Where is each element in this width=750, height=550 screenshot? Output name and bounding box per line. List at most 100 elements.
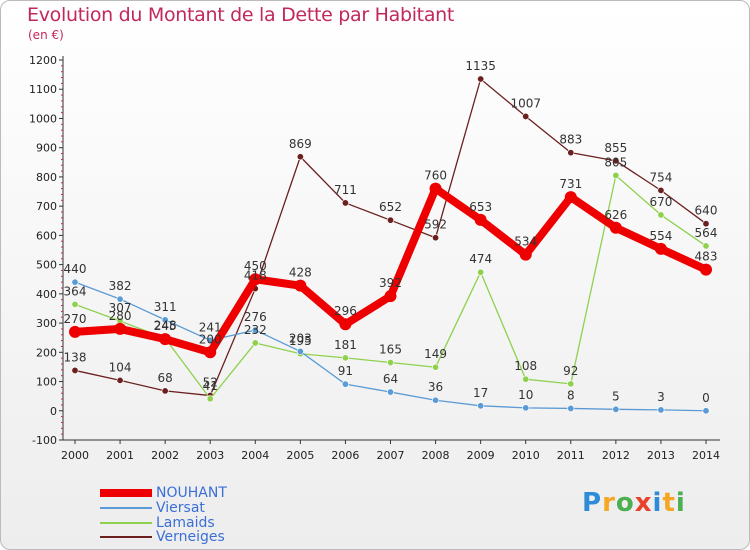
data-label-lamaids: 41 <box>203 379 218 393</box>
data-label-verneiges: 754 <box>649 170 672 184</box>
data-point-viersat <box>432 396 440 404</box>
y-tick-label: 1100 <box>29 83 57 96</box>
data-point-viersat <box>116 295 124 303</box>
data-point-lamaids <box>657 211 665 219</box>
x-tick-label: 2000 <box>61 449 89 462</box>
data-label-lamaids: 474 <box>469 252 492 266</box>
data-label-lamaids: 108 <box>514 359 537 373</box>
data-point-verneiges <box>702 220 710 228</box>
data-label-viersat: 276 <box>244 310 267 324</box>
data-point-lamaids <box>522 375 530 383</box>
data-label-verneiges: 52 <box>203 376 218 390</box>
data-point-nouhant <box>384 290 397 303</box>
data-point-lamaids <box>206 395 214 403</box>
data-point-lamaids <box>567 380 575 388</box>
data-label-nouhant: 245 <box>154 319 177 333</box>
x-tick-label: 2009 <box>467 449 495 462</box>
data-label-viersat: 91 <box>338 364 353 378</box>
y-tick-label: 100 <box>36 376 57 389</box>
data-label-lamaids: 195 <box>289 334 312 348</box>
legend-label-viersat: Viersat <box>156 500 205 516</box>
data-point-viersat <box>477 402 485 410</box>
data-label-viersat: 10 <box>518 388 533 402</box>
data-label-nouhant: 450 <box>244 259 267 273</box>
data-label-nouhant: 392 <box>379 276 402 290</box>
data-label-viersat: 440 <box>64 262 87 276</box>
data-label-nouhant: 626 <box>604 208 627 222</box>
data-point-nouhant <box>159 333 172 346</box>
data-label-nouhant: 296 <box>334 304 357 318</box>
data-label-viersat: 311 <box>154 300 177 314</box>
data-label-viersat: 5 <box>612 389 620 403</box>
legend-swatch-verneiges <box>100 536 152 538</box>
data-label-lamaids: 248 <box>154 318 177 332</box>
proxiti-logo: Proxiti <box>582 488 686 518</box>
data-label-lamaids: 670 <box>649 195 672 209</box>
data-label-verneiges: 592 <box>424 218 447 232</box>
x-tick-label: 2005 <box>286 449 314 462</box>
data-point-nouhant <box>564 191 577 204</box>
chart-title: Evolution du Montant de la Dette par Hab… <box>27 4 455 26</box>
data-point-verneiges <box>296 153 304 161</box>
data-point-lamaids <box>341 354 349 362</box>
logo-letter: t <box>662 488 676 518</box>
data-label-viersat: 203 <box>289 331 312 345</box>
data-point-nouhant <box>339 318 352 331</box>
chart-subtitle: (en €) <box>28 28 64 42</box>
x-tick-label: 2008 <box>422 449 450 462</box>
data-point-verneiges <box>477 75 485 83</box>
data-point-verneiges <box>386 216 394 224</box>
legend-item-lamaids: Lamaids <box>100 516 215 530</box>
data-label-verneiges: 883 <box>559 133 582 147</box>
logo-letter: i <box>652 488 663 518</box>
data-point-verneiges <box>567 149 575 157</box>
data-point-nouhant <box>429 182 442 195</box>
data-label-viersat: 36 <box>428 380 443 394</box>
y-tick-label: -100 <box>32 434 57 447</box>
data-label-verneiges: 652 <box>379 200 402 214</box>
data-point-lamaids <box>71 300 79 308</box>
data-label-verneiges: 711 <box>334 183 357 197</box>
x-tick-label: 2003 <box>196 449 224 462</box>
data-point-verneiges <box>657 186 665 194</box>
data-label-verneiges: 68 <box>158 371 173 385</box>
x-tick-label: 2004 <box>241 449 269 462</box>
data-point-verneiges <box>116 376 124 384</box>
data-label-verneiges: 138 <box>64 350 87 364</box>
data-point-nouhant <box>69 325 81 338</box>
data-label-viersat: 0 <box>702 391 710 405</box>
data-label-viersat: 382 <box>109 279 132 293</box>
data-point-nouhant <box>700 263 712 276</box>
data-label-viersat: 241 <box>199 320 222 334</box>
legend-item-nouhant: NOUHANT <box>100 486 227 500</box>
data-point-lamaids <box>386 359 394 367</box>
data-point-viersat <box>657 406 665 414</box>
data-point-viersat <box>161 316 169 324</box>
legend-item-viersat: Viersat <box>100 501 205 515</box>
data-point-nouhant <box>519 248 532 261</box>
data-point-lamaids <box>251 339 259 347</box>
data-point-viersat <box>567 404 575 412</box>
data-label-nouhant: 483 <box>695 250 718 264</box>
data-label-verneiges: 418 <box>244 269 267 283</box>
legend-swatch-nouhant <box>100 489 152 497</box>
data-label-nouhant: 270 <box>64 312 87 326</box>
data-label-lamaids: 805 <box>604 155 627 169</box>
data-label-nouhant: 534 <box>514 235 537 249</box>
y-tick-label: 1200 <box>29 54 57 67</box>
y-tick-label: 800 <box>36 171 57 184</box>
y-tick-label: 900 <box>36 142 57 155</box>
data-point-nouhant <box>474 213 487 226</box>
data-point-verneiges <box>612 157 620 165</box>
data-label-verneiges: 1007 <box>510 96 541 110</box>
data-point-lamaids <box>612 171 620 179</box>
data-point-verneiges <box>432 234 440 242</box>
data-label-verneiges: 855 <box>604 141 627 155</box>
x-tick-label: 2001 <box>106 449 134 462</box>
y-tick-label: 400 <box>36 288 57 301</box>
data-label-lamaids: 149 <box>424 347 447 361</box>
data-label-lamaids: 564 <box>695 226 718 240</box>
legend-item-verneiges: Verneiges <box>100 530 225 544</box>
data-label-nouhant: 428 <box>289 266 312 280</box>
